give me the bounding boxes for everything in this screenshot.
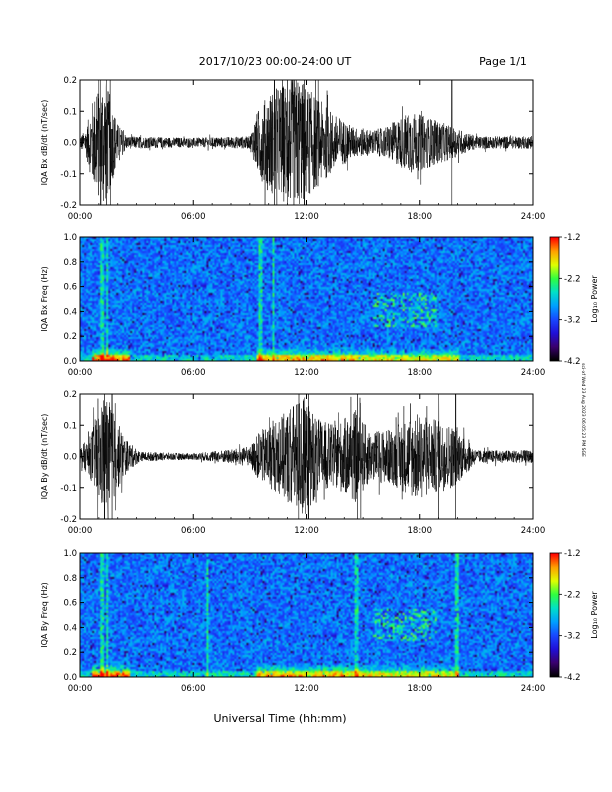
panels: 00:00 06:00 12:00 18:00 24:00 0.2 0.1 0.0 -0.1 -0… — [40, 76, 599, 694]
x-tick-label: 00:00 — [68, 684, 93, 694]
y-tick-label: 0.4 — [63, 623, 77, 633]
y-tick-label: -0.2 — [60, 201, 77, 211]
x-tick-label: 12:00 — [294, 368, 319, 378]
y-tick-label: 0.6 — [63, 599, 77, 609]
y-tick-label: 0.1 — [63, 421, 77, 431]
y-axis-label: IQA By Freq (Hz) — [40, 582, 49, 648]
colorbar-tick-label: -1.2 — [564, 549, 581, 559]
colorbar-tick-label: -4.2 — [564, 357, 581, 367]
x-tick-label: 12:00 — [294, 212, 319, 222]
y-tick-label: 0.2 — [63, 332, 77, 342]
colorbar-tick-label: -3.2 — [564, 632, 581, 642]
colorbar — [550, 553, 559, 677]
y-tick-label: 0.0 — [63, 673, 77, 683]
y-tick-label: 0.2 — [63, 648, 77, 658]
x-tick-label: 24:00 — [521, 368, 546, 378]
x-tick-label: 24:00 — [521, 684, 546, 694]
y-tick-label: 0.0 — [63, 139, 77, 149]
waveform-trace — [79, 393, 534, 520]
x-tick-label: 18:00 — [408, 212, 433, 222]
colorbar-tick-label: -1.2 — [564, 233, 581, 243]
colorbar-frame — [549, 236, 560, 362]
y-tick-label: -0.1 — [60, 170, 77, 180]
panel-4: -1.2 -2.2 -3.2 -4.2 Log₁₀ Power 00:00 06:00 12:… — [40, 549, 599, 694]
y-tick-label: 0.1 — [63, 107, 77, 117]
panel-1: 00:00 06:00 12:00 18:00 24:00 0.2 0.1 0.0 -0.1 -0… — [40, 76, 545, 222]
colorbar-tick-label: -4.2 — [564, 673, 581, 683]
y-axis-label: IQA Bx Freq (Hz) — [40, 266, 49, 332]
x-tick-label: 24:00 — [521, 526, 546, 536]
x-tick-label: 18:00 — [408, 368, 433, 378]
y-tick-label: 0.0 — [63, 453, 77, 463]
y-tick-label: 0.0 — [63, 357, 77, 367]
y-tick-label: 0.6 — [63, 283, 77, 293]
processing-stamp: sci-xf Wed 23 Aug 2023 06:05:23 PM SGE — [580, 363, 586, 457]
spectrogram-image — [80, 553, 533, 677]
colorbar-tick-label: -2.2 — [564, 274, 581, 284]
x-tick-label: 00:00 — [68, 368, 93, 378]
x-tick-label: 12:00 — [294, 526, 319, 536]
x-tick-label: 06:00 — [181, 368, 206, 378]
y-tick-label: -0.1 — [60, 484, 77, 494]
colorbar-tick-label: -3.2 — [564, 316, 581, 326]
y-axis-label: IQA Bx dB/dt (nT/sec) — [40, 100, 49, 186]
spectrogram-image — [80, 237, 533, 361]
x-tick-label: 18:00 — [408, 684, 433, 694]
x-tick-label: 00:00 — [68, 212, 93, 222]
x-tick-label: 06:00 — [181, 684, 206, 694]
y-tick-label: 0.2 — [63, 390, 77, 400]
x-tick-label: 06:00 — [181, 526, 206, 536]
plot-frame — [79, 393, 534, 520]
y-tick-label: 0.4 — [63, 307, 77, 317]
waveform-trace — [79, 79, 534, 206]
colorbar-frame — [549, 552, 560, 678]
y-tick-label: -0.2 — [60, 515, 77, 525]
colorbar-label: Log₁₀ Power — [590, 591, 599, 639]
colorbar-label: Log₁₀ Power — [590, 275, 599, 323]
panel-2: -1.2 -2.2 -3.2 -4.2 Log₁₀ Power 00:00 06:00 12:… — [40, 233, 599, 378]
page-indicator: Page 1/1 — [479, 55, 527, 68]
x-tick-label: 00:00 — [68, 526, 93, 536]
y-tick-label: 0.8 — [63, 258, 77, 268]
x-tick-label: 06:00 — [181, 212, 206, 222]
y-axis-label: IQA By dB/dt (nT/sec) — [40, 414, 49, 500]
colorbar — [550, 237, 559, 361]
x-tick-label: 24:00 — [521, 212, 546, 222]
panel-3: 00:00 06:00 12:00 18:00 24:00 0.2 0.1 0.0 -0.1 -0… — [40, 390, 545, 536]
colorbar-tick-label: -2.2 — [564, 590, 581, 600]
x-tick-label: 18:00 — [408, 526, 433, 536]
y-tick-label: 1.0 — [63, 233, 77, 243]
y-tick-label: 0.2 — [63, 76, 77, 86]
x-tick-label: 12:00 — [294, 684, 319, 694]
x-axis-title: Universal Time (hh:mm) — [214, 712, 347, 725]
figure-title: 2017/10/23 00:00-24:00 UT — [199, 55, 352, 68]
y-tick-label: 0.8 — [63, 574, 77, 584]
y-tick-label: 1.0 — [63, 549, 77, 559]
